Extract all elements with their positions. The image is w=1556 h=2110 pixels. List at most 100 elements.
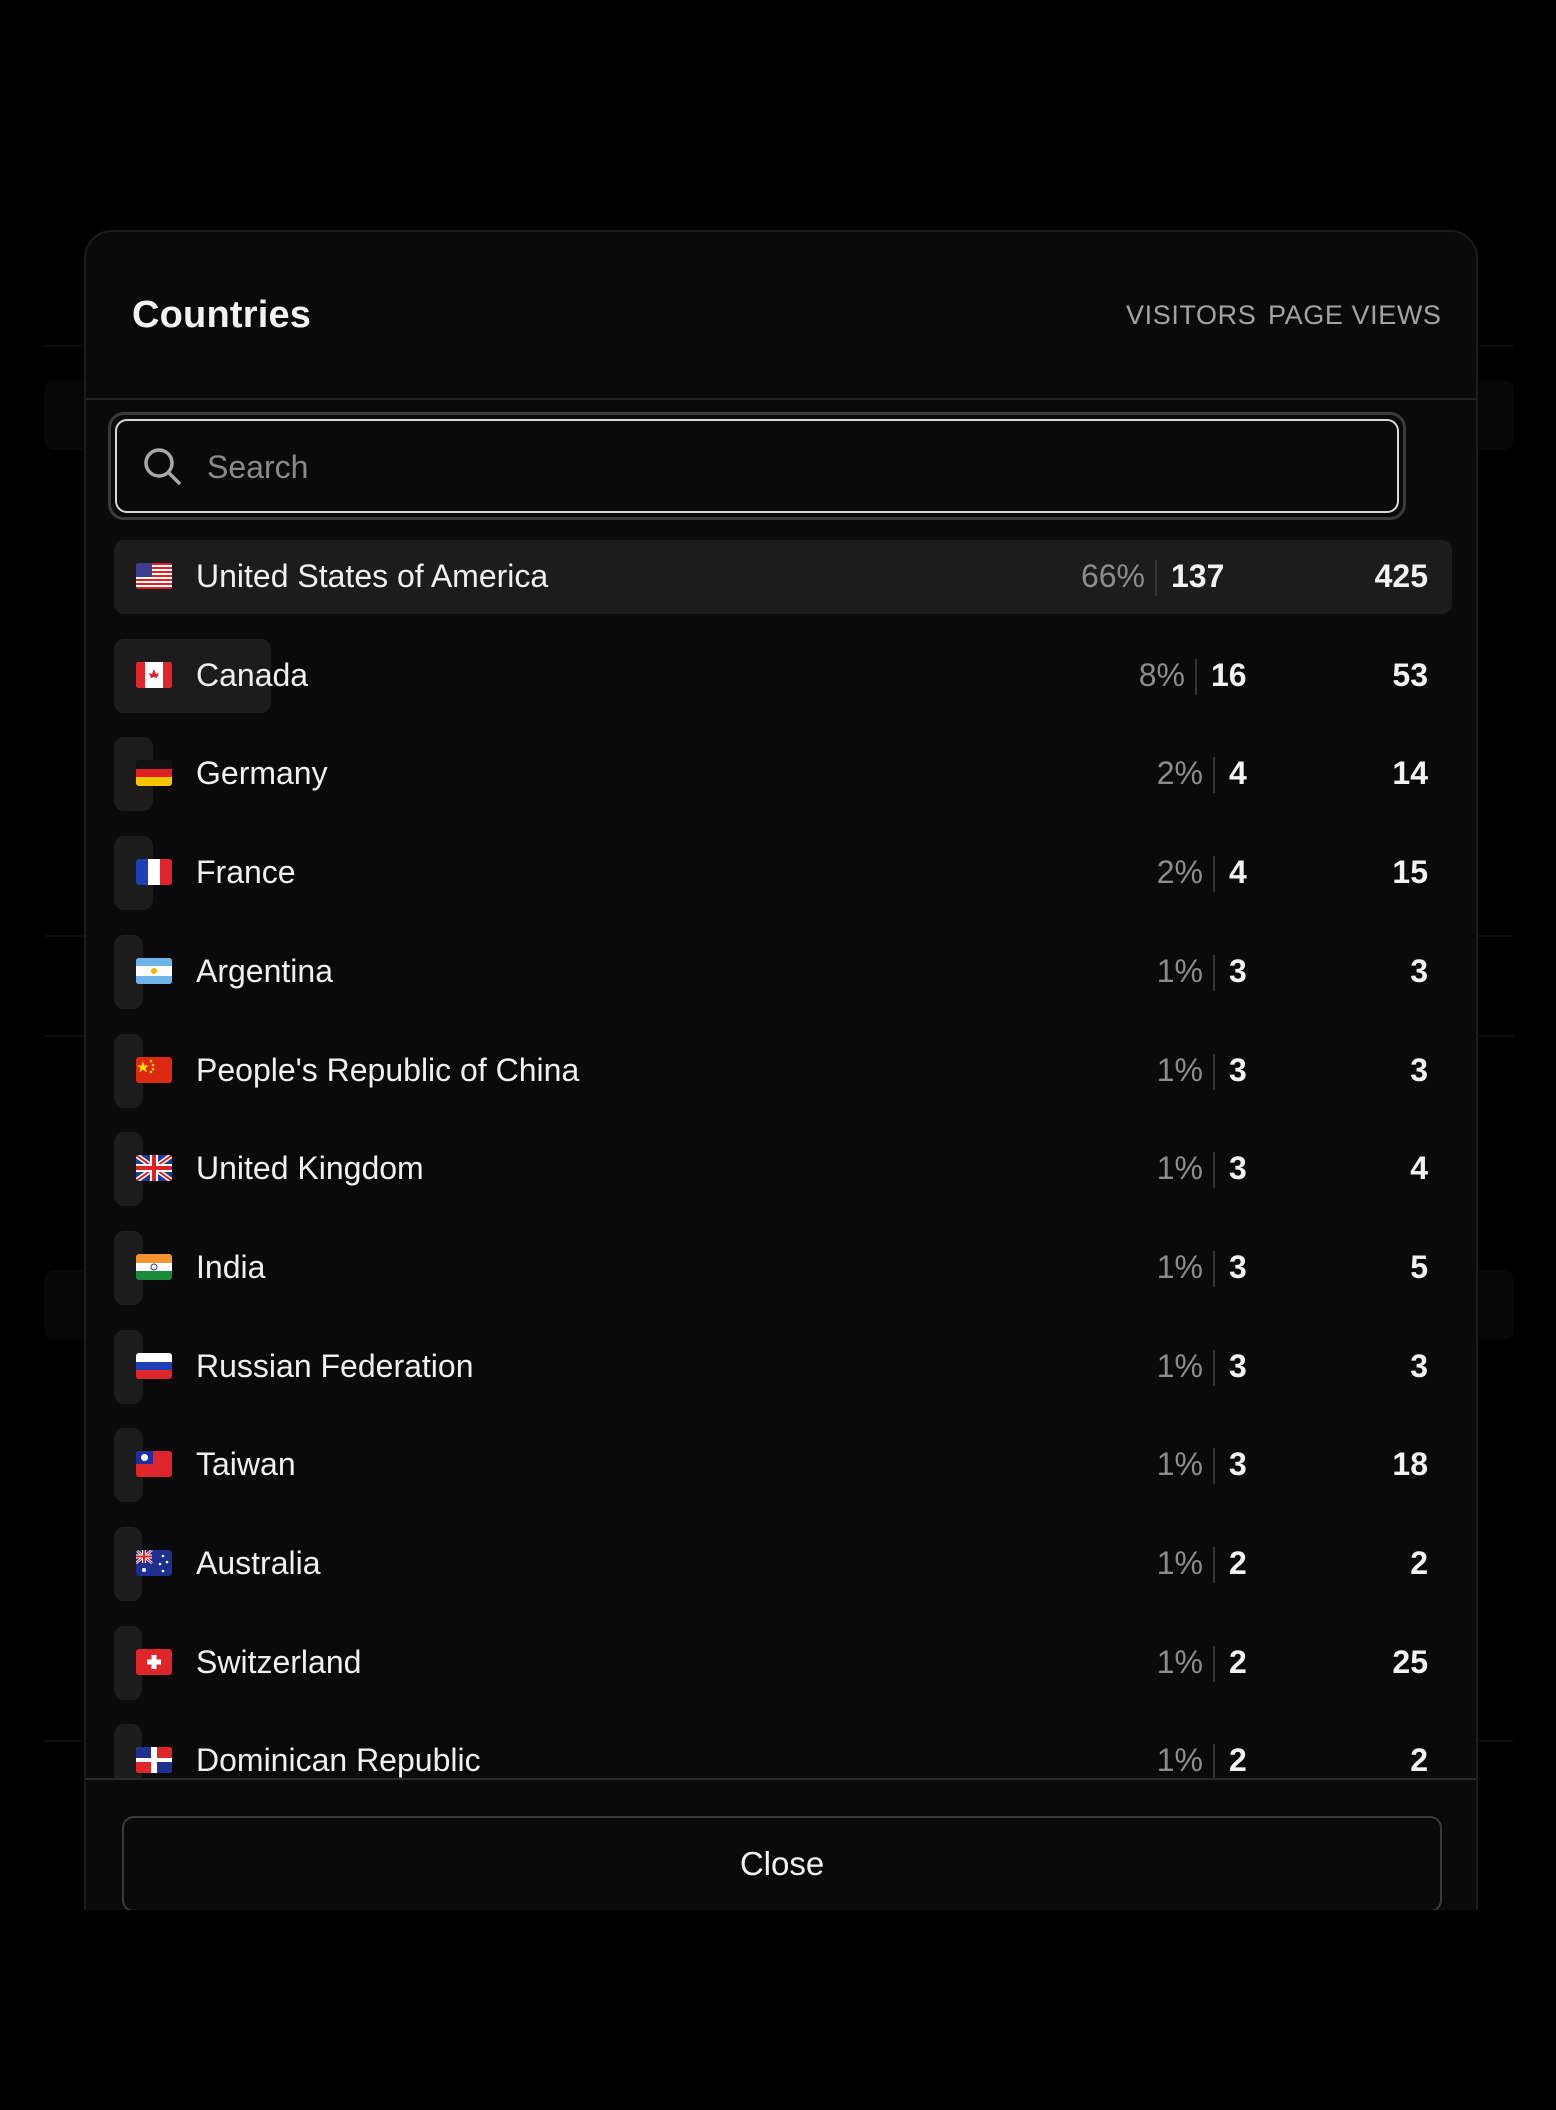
visitor-share: 66% [1080, 558, 1145, 594]
country-row[interactable]: United States of America 66% 137 425 [114, 540, 1452, 614]
share-divider [1213, 1251, 1215, 1287]
country-name: France [196, 854, 296, 890]
country-row[interactable]: Germany 2% 4 14 [114, 737, 1452, 811]
country-name: Australia [196, 1545, 321, 1581]
country-name: Switzerland [196, 1644, 362, 1680]
modal-title: Countries [132, 294, 312, 336]
page-views-count: 18 [1392, 1446, 1428, 1482]
search-input[interactable] [205, 431, 1309, 503]
page-views-count: 25 [1392, 1644, 1428, 1680]
visitors-count: 3 [1229, 953, 1247, 989]
modal-header: Countries VISITORS PAGE VIEWS [86, 232, 1476, 400]
page-views-count: 53 [1392, 657, 1428, 693]
tw-flag-icon [136, 1451, 172, 1477]
page-views-count: 2 [1410, 1545, 1428, 1581]
ru-flag-icon [136, 1353, 172, 1379]
visitor-share: 1% [1156, 1249, 1203, 1285]
visitors-count: 2 [1229, 1644, 1247, 1680]
page-views-count: 425 [1374, 558, 1428, 594]
visitors-count: 3 [1229, 1249, 1247, 1285]
visitors-count: 137 [1171, 558, 1225, 594]
visitor-share: 1% [1156, 1644, 1203, 1680]
country-row[interactable]: People's Republic of China 1% 3 3 [114, 1034, 1452, 1108]
page-views-count: 5 [1410, 1249, 1428, 1285]
ar-flag-icon [136, 958, 172, 984]
share-divider [1213, 1744, 1215, 1780]
visitor-share: 1% [1156, 1446, 1203, 1482]
countries-modal: Countries VISITORS PAGE VIEWS United Sta… [84, 230, 1478, 1910]
country-row[interactable]: Australia 1% 2 2 [114, 1527, 1452, 1601]
country-row[interactable]: Switzerland 1% 2 25 [114, 1626, 1452, 1700]
visitor-share: 2% [1156, 854, 1203, 890]
country-row[interactable]: Taiwan 1% 3 18 [114, 1428, 1452, 1502]
page-views-count: 4 [1410, 1150, 1428, 1186]
share-divider [1155, 560, 1157, 596]
share-divider [1213, 1547, 1215, 1583]
page-views-count: 3 [1410, 1348, 1428, 1384]
country-name: Canada [196, 657, 309, 693]
page-views-count: 2 [1410, 1742, 1428, 1778]
close-button[interactable]: Close [122, 1816, 1442, 1910]
visitor-share: 1% [1156, 953, 1203, 989]
cn-flag-icon [136, 1057, 172, 1083]
page-views-count: 15 [1392, 854, 1428, 890]
country-list: United States of America 66% 137 425 Canada 8… [114, 540, 1452, 1910]
visitors-count: 3 [1229, 1348, 1247, 1384]
search-box [115, 419, 1399, 513]
share-bar [114, 540, 1452, 614]
share-divider [1213, 1152, 1215, 1188]
visitor-share: 2% [1156, 755, 1203, 791]
us-flag-icon [136, 563, 172, 589]
visitors-count: 3 [1229, 1052, 1247, 1088]
page-views-column-header[interactable]: PAGE VIEWS [1268, 300, 1442, 330]
share-divider [1195, 659, 1197, 695]
share-divider [1213, 757, 1215, 793]
search-icon [141, 445, 183, 487]
visitors-count: 2 [1229, 1545, 1247, 1581]
visitors-column-header[interactable]: VISITORS [1126, 300, 1257, 330]
country-name: United Kingdom [196, 1150, 424, 1186]
country-row[interactable]: Russian Federation 1% 3 3 [114, 1330, 1452, 1404]
visitor-share: 1% [1156, 1150, 1203, 1186]
country-name: Dominican Republic [196, 1742, 481, 1778]
country-name: India [196, 1249, 266, 1285]
page-views-count: 14 [1392, 755, 1428, 791]
visitors-count: 3 [1229, 1446, 1247, 1482]
visitor-share: 8% [1138, 657, 1185, 693]
visitors-count: 4 [1229, 854, 1247, 890]
visitors-count: 16 [1211, 657, 1247, 693]
country-name: Taiwan [196, 1446, 296, 1482]
share-divider [1213, 1350, 1215, 1386]
visitor-share: 1% [1156, 1348, 1203, 1384]
share-divider [1213, 955, 1215, 991]
au-flag-icon [136, 1550, 172, 1576]
country-row[interactable]: Dominican Republic 1% 2 2 [114, 1724, 1452, 1798]
fr-flag-icon [136, 859, 172, 885]
in-flag-icon [136, 1254, 172, 1280]
gb-flag-icon [136, 1155, 172, 1181]
visitors-count: 2 [1229, 1742, 1247, 1778]
country-row[interactable]: Canada 8% 16 53 [114, 639, 1452, 713]
country-row[interactable]: India 1% 3 5 [114, 1231, 1452, 1305]
page-views-count: 3 [1410, 953, 1428, 989]
visitors-count: 3 [1229, 1150, 1247, 1186]
country-row[interactable]: France 2% 4 15 [114, 836, 1452, 910]
visitor-share: 1% [1156, 1052, 1203, 1088]
visitor-share: 1% [1156, 1742, 1203, 1778]
search-focus-ring [108, 412, 1406, 520]
country-name: Russian Federation [196, 1348, 474, 1384]
visitors-count: 4 [1229, 755, 1247, 791]
ca-flag-icon [136, 662, 172, 688]
country-name: People's Republic of China [196, 1052, 580, 1088]
country-row[interactable]: United Kingdom 1% 3 4 [114, 1132, 1452, 1206]
ch-flag-icon [136, 1649, 172, 1675]
de-flag-icon [136, 760, 172, 786]
share-divider [1213, 1054, 1215, 1090]
country-row[interactable]: Argentina 1% 3 3 [114, 935, 1452, 1009]
share-divider [1213, 1448, 1215, 1484]
share-divider [1213, 1646, 1215, 1682]
country-name: Argentina [196, 953, 333, 989]
country-name: United States of America [196, 558, 549, 594]
page-views-count: 3 [1410, 1052, 1428, 1088]
modal-footer: Close [86, 1778, 1476, 1910]
